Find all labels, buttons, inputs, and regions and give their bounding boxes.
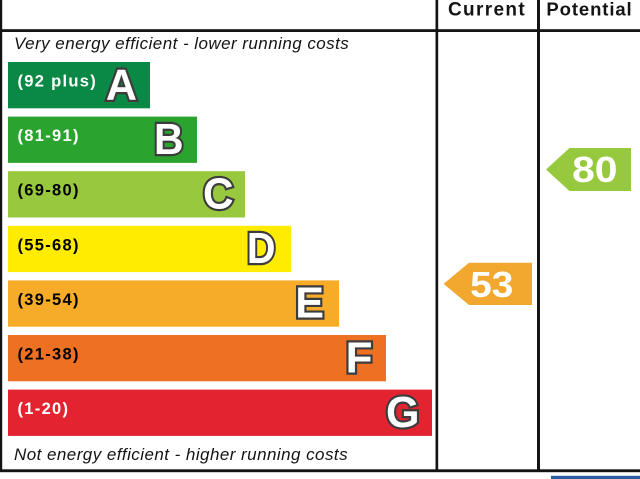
svg-text:53: 53 [470, 264, 513, 304]
svg-text:E: E [295, 279, 324, 327]
svg-text:F: F [346, 333, 373, 382]
svg-text:(92 plus): (92 plus) [18, 73, 98, 91]
svg-text:(81-91): (81-91) [18, 127, 80, 145]
svg-text:(39-54): (39-54) [18, 291, 80, 309]
svg-text:D: D [247, 223, 276, 272]
svg-text:G: G [386, 389, 420, 437]
svg-text:(69-80): (69-80) [18, 182, 80, 200]
svg-text:C: C [203, 170, 233, 219]
svg-text:(55-68): (55-68) [18, 236, 80, 254]
svg-text:Potential: Potential [546, 0, 632, 20]
svg-text:(1-20): (1-20) [18, 400, 70, 418]
svg-text:B: B [154, 116, 184, 165]
svg-text:80: 80 [572, 150, 617, 191]
svg-text:A: A [106, 61, 137, 109]
svg-text:Very energy efficient - lower: Very energy efficient - lower running co… [14, 34, 349, 53]
svg-text:(21-38): (21-38) [18, 346, 80, 364]
svg-text:Current: Current [448, 0, 526, 21]
svg-text:Not energy efficient - higher: Not energy efficient - higher running co… [14, 445, 348, 464]
